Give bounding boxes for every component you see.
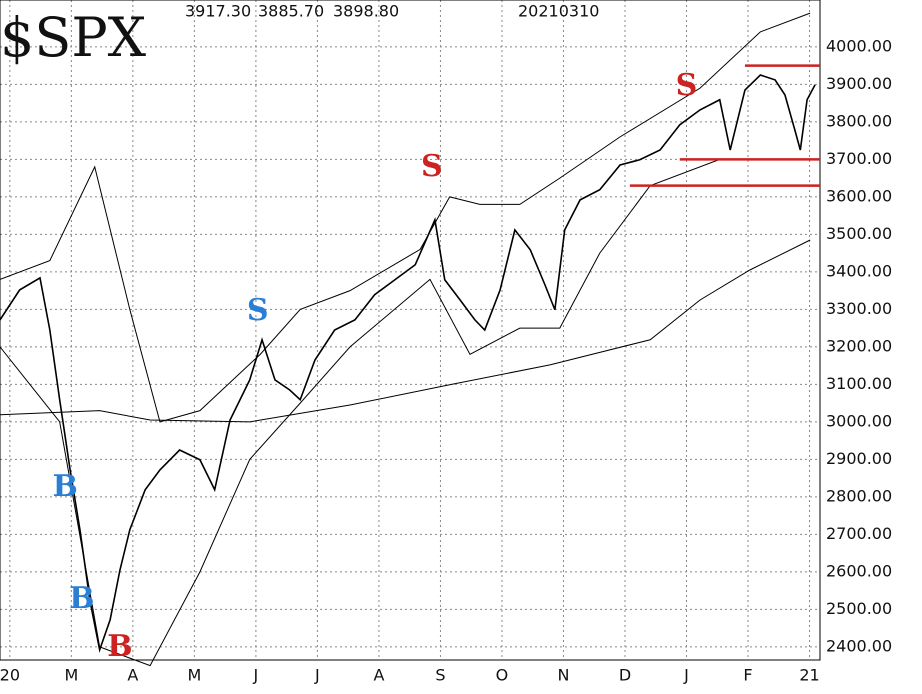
y-tick-label: 3900.00 <box>826 74 892 93</box>
price-line <box>0 158 801 667</box>
x-tick-label: A <box>373 666 384 685</box>
y-tick-label: 3600.00 <box>826 186 892 205</box>
signal-label: S <box>676 68 698 103</box>
y-tick-label: 4000.00 <box>826 36 892 55</box>
price-line <box>0 12 811 423</box>
x-tick-label: M <box>64 666 78 685</box>
plot-border <box>0 0 821 661</box>
signal-label: B <box>69 581 94 616</box>
header-value: 3917.30 <box>185 2 251 21</box>
y-tick-label: 2900.00 <box>826 449 892 468</box>
header-value: 3885.70 <box>258 2 324 21</box>
y-tick-label: 2700.00 <box>826 524 892 543</box>
signal-label: S <box>247 293 269 328</box>
x-tick-label: S <box>435 666 445 685</box>
y-tick-label: 2400.00 <box>826 636 892 655</box>
header-value: 3898.80 <box>333 2 399 21</box>
x-tick-label: 21 <box>799 666 819 685</box>
signal-label: S <box>421 149 443 184</box>
chart-title: $SPX <box>0 6 147 69</box>
y-tick-label: 3700.00 <box>826 149 892 168</box>
x-tick-label: O <box>496 666 509 685</box>
y-tick-label: 2600.00 <box>826 561 892 580</box>
price-line <box>0 74 816 653</box>
y-tick-label: 3100.00 <box>826 374 892 393</box>
x-tick-label: J <box>683 666 689 685</box>
x-tick-label: A <box>127 666 138 685</box>
price-line <box>0 239 811 423</box>
y-tick-label: 3300.00 <box>826 299 892 318</box>
x-tick-label: J <box>253 666 259 685</box>
x-tick-label: D <box>619 666 631 685</box>
x-tick-label: 20 <box>0 666 20 685</box>
y-tick-label: 3000.00 <box>826 411 892 430</box>
y-tick-label: 3500.00 <box>826 224 892 243</box>
plot-area: 2400.00 2500.00 2600.00 2700.00 2800.00 2900.… <box>0 0 892 685</box>
x-tick-label: N <box>557 666 569 685</box>
signal-label: B <box>53 469 78 504</box>
y-tick-label: 3400.00 <box>826 261 892 280</box>
y-tick-label: 2800.00 <box>826 486 892 505</box>
y-tick-label: 2500.00 <box>826 599 892 618</box>
signal-label: B <box>107 629 132 664</box>
y-tick-label: 3800.00 <box>826 111 892 130</box>
x-tick-label: M <box>187 666 201 685</box>
date: 20210310 <box>518 2 599 21</box>
x-tick-label: J <box>314 666 320 685</box>
y-tick-label: 3200.00 <box>826 336 892 355</box>
x-tick-label: F <box>743 666 752 685</box>
